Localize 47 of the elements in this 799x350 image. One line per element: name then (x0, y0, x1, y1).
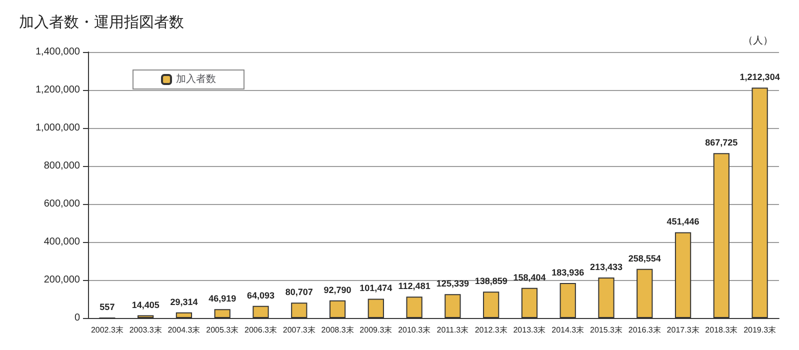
y-tick-label: 1,000,000 (36, 122, 80, 134)
data-label: 80,707 (285, 287, 313, 298)
data-label: 258,554 (628, 253, 661, 264)
x-tick-label: 2014.3末 (552, 326, 584, 334)
data-label: 867,725 (705, 138, 738, 148)
x-tick-label: 2004.3末 (168, 326, 200, 334)
y-tick-label: 1,400,000 (36, 46, 80, 58)
data-label: 92,790 (324, 284, 352, 295)
y-tick-label: 1,200,000 (36, 84, 80, 96)
x-tick-label: 2017.3末 (666, 326, 700, 334)
x-tick-label: 2012.3末 (474, 326, 508, 334)
x-tick-label: 2018.3末 (705, 326, 738, 334)
x-tick-label: 2005.3末 (206, 326, 239, 334)
x-tick-label: 2003.3末 (129, 326, 162, 334)
x-tick-label: 2008.3末 (321, 326, 354, 334)
x-tick-label: 2011.3末 (436, 326, 469, 334)
x-tick-label: 2009.3末 (360, 326, 392, 334)
data-label: 1,212,304 (740, 72, 780, 82)
y-tick-label: 600,000 (44, 198, 80, 210)
legend-label: 加入者数 (176, 73, 216, 85)
y-tick-label: 400,000 (44, 236, 80, 248)
x-tick-label: 2019.3末 (744, 326, 776, 334)
data-label: 101,474 (360, 283, 392, 294)
y-axis-title: （人） (743, 36, 773, 46)
data-label: 14,405 (132, 300, 160, 310)
data-label: 557 (100, 302, 115, 312)
data-label: 451,446 (666, 216, 700, 227)
data-label: 138,859 (474, 276, 508, 286)
x-tick-label: 2006.3末 (244, 326, 277, 334)
x-tick-label: 2007.3末 (282, 326, 316, 334)
x-tick-label: 2015.3末 (590, 326, 622, 334)
data-label: 158,404 (513, 272, 546, 282)
data-label: 213,433 (590, 262, 623, 272)
x-tick-label: 2010.3末 (398, 326, 431, 334)
chart-title: 加入者数・運用指図者数 (19, 14, 184, 31)
y-tick-label: 200,000 (44, 274, 80, 286)
data-label: 183,936 (552, 268, 584, 278)
x-tick-label: 2016.3末 (628, 326, 661, 334)
y-tick-label: 0 (74, 312, 80, 324)
x-tick-label: 2013.3末 (513, 326, 546, 334)
x-tick-label: 2002.3末 (90, 326, 124, 334)
data-label: 112,481 (398, 281, 430, 292)
data-label: 64,093 (246, 290, 275, 300)
data-label: 125,339 (436, 278, 469, 289)
y-tick-label: 800,000 (44, 160, 80, 172)
data-label: 29,314 (170, 296, 198, 307)
data-label: 46,919 (208, 294, 236, 304)
